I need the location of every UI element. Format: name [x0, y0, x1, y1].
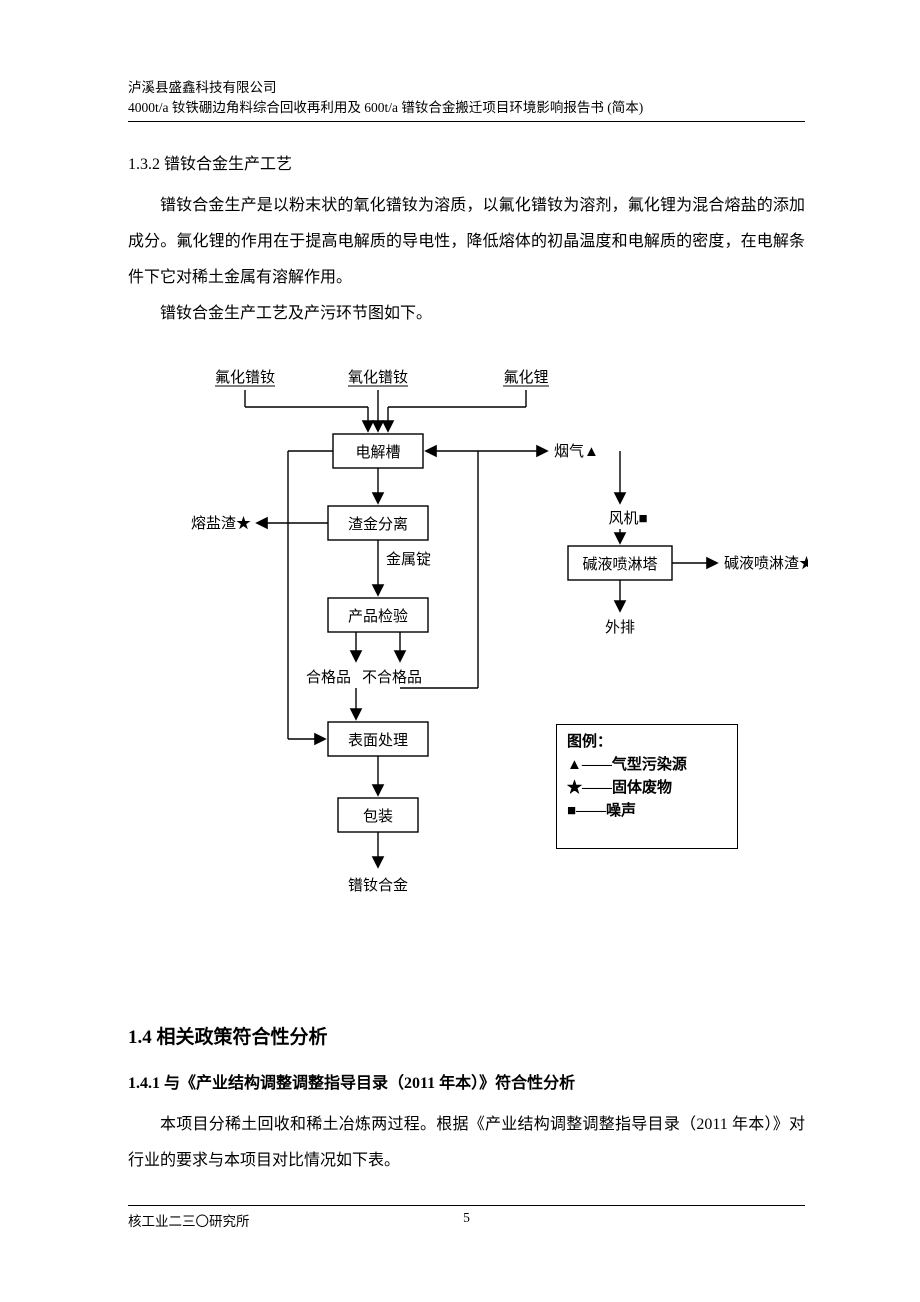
header-line2: 4000t/a 钕铁硼边角料综合回收再利用及 600t/a 镨钕合金搬迁项目环境…	[128, 98, 805, 118]
label-sludge: 碱液喷淋渣★	[724, 555, 808, 572]
footer-org: 核工业二三〇研究所	[128, 1210, 250, 1230]
flowchart: 氟化镨钕 氧化镨钕 氟化锂 电解槽 渣金分离 熔盐渣★	[128, 362, 808, 972]
header-line1: 泸溪县盛鑫科技有限公司	[128, 78, 805, 98]
label-ok: 合格品	[306, 669, 351, 686]
input-b: 氧化镨钕	[348, 369, 408, 386]
para-1: 镨钕合金生产是以粉末状的氧化镨钕为溶质，以氟化镨钕为溶剂，氟化锂为混合熔盐的添加…	[128, 188, 805, 296]
node-surface: 表面处理	[348, 732, 408, 749]
legend-row1: ▲——气型污染源	[567, 754, 727, 777]
label-ng: 不合格品	[362, 669, 422, 686]
legend-row3: ■——噪声	[567, 800, 727, 823]
node-inspect: 产品检验	[348, 608, 408, 625]
footer-page: 5	[463, 1210, 470, 1226]
label-fan: 风机■	[608, 510, 647, 527]
label-emit: 外排	[605, 619, 635, 636]
label-gas: 烟气▲	[554, 443, 599, 460]
legend-box: 图例： ▲——气型污染源 ★——固体废物 ■——噪声	[556, 724, 738, 849]
label-slag: 熔盐渣★	[191, 515, 251, 532]
label-metal: 金属锭	[386, 551, 431, 568]
legend-row2: ★——固体废物	[567, 777, 727, 800]
page-footer: 核工业二三〇研究所 5	[128, 1205, 805, 1230]
page-header: 泸溪县盛鑫科技有限公司 4000t/a 钕铁硼边角料综合回收再利用及 600t/…	[128, 78, 805, 122]
legend-title: 图例：	[567, 731, 727, 754]
section-1-3-2-title: 1.3.2 镨钕合金生产工艺	[128, 150, 805, 174]
label-output: 镨钕合金	[348, 877, 408, 894]
node-scrubber: 碱液喷淋塔	[582, 556, 657, 573]
section-1-4-1-title: 1.4.1 与《产业结构调整调整指导目录（2011 年本）》符合性分析	[128, 1069, 805, 1093]
node-separation: 渣金分离	[348, 516, 408, 533]
input-c: 氟化锂	[503, 369, 548, 386]
section-1-4-title: 1.4 相关政策符合性分析	[128, 1022, 805, 1049]
para-3: 本项目分稀土回收和稀土冶炼两过程。根据《产业结构调整调整指导目录（2011 年本…	[128, 1107, 805, 1179]
input-a: 氟化镨钕	[215, 369, 275, 386]
para-2: 镨钕合金生产工艺及产污环节图如下。	[128, 296, 805, 332]
node-pack: 包装	[363, 808, 393, 825]
node-electrolysis: 电解槽	[355, 444, 400, 461]
